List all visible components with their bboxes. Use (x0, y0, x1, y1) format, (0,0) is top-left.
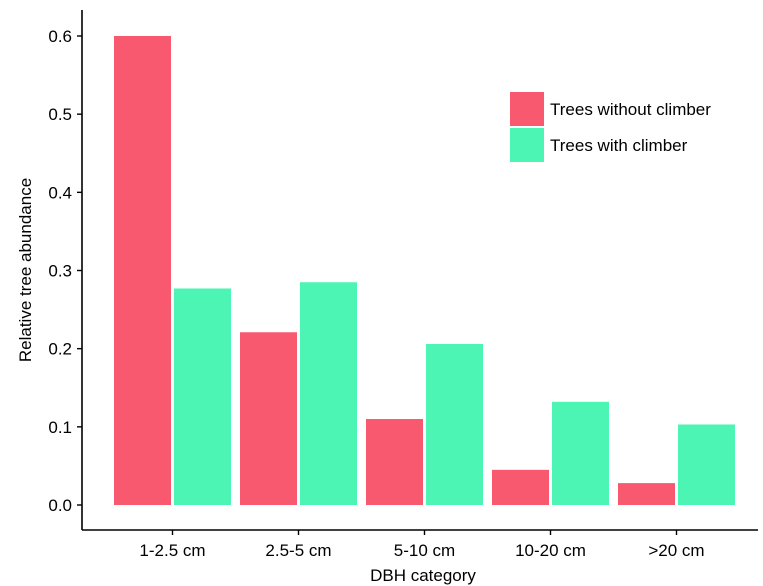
y-tick-label: 0.0 (48, 496, 72, 515)
legend-swatch-without-climber (510, 92, 544, 126)
x-tick-label: 1-2.5 cm (139, 541, 205, 560)
bar-without-climber-1 (240, 332, 297, 505)
bar-with-climber-0 (174, 288, 231, 505)
bar-with-climber-4 (678, 424, 735, 505)
y-tick-label: 0.4 (48, 183, 72, 202)
bar-without-climber-3 (492, 469, 549, 505)
bar-without-climber-0 (114, 36, 171, 505)
x-tick-label: 2.5-5 cm (265, 541, 331, 560)
x-tick-label: 10-20 cm (515, 541, 586, 560)
legend: Trees without climber Trees with climber (510, 92, 711, 162)
legend-swatch-with-climber (510, 128, 544, 162)
bar-without-climber-4 (618, 483, 675, 505)
bar-with-climber-3 (552, 401, 609, 505)
legend-label-without-climber: Trees without climber (550, 100, 711, 119)
x-tick-label: 5-10 cm (394, 541, 455, 560)
bar-with-climber-2 (426, 343, 483, 505)
bar-without-climber-2 (366, 419, 423, 505)
y-axis-ticks: 0.0 0.1 0.2 0.3 0.4 0.5 0.6 (48, 27, 82, 515)
y-tick-label: 0.2 (48, 340, 72, 359)
y-tick-label: 0.5 (48, 105, 72, 124)
y-axis-title: Relative tree abundance (16, 178, 35, 362)
y-tick-label: 0.6 (48, 27, 72, 46)
bars-layer (114, 36, 735, 505)
x-axis-title: DBH category (370, 566, 476, 585)
y-tick-label: 0.3 (48, 262, 72, 281)
legend-label-with-climber: Trees with climber (550, 136, 688, 155)
y-tick-label: 0.1 (48, 418, 72, 437)
x-axis-ticks: 1-2.5 cm 2.5-5 cm 5-10 cm 10-20 cm >20 cm (139, 530, 705, 560)
bar-with-climber-1 (300, 282, 357, 505)
x-tick-label: >20 cm (648, 541, 704, 560)
